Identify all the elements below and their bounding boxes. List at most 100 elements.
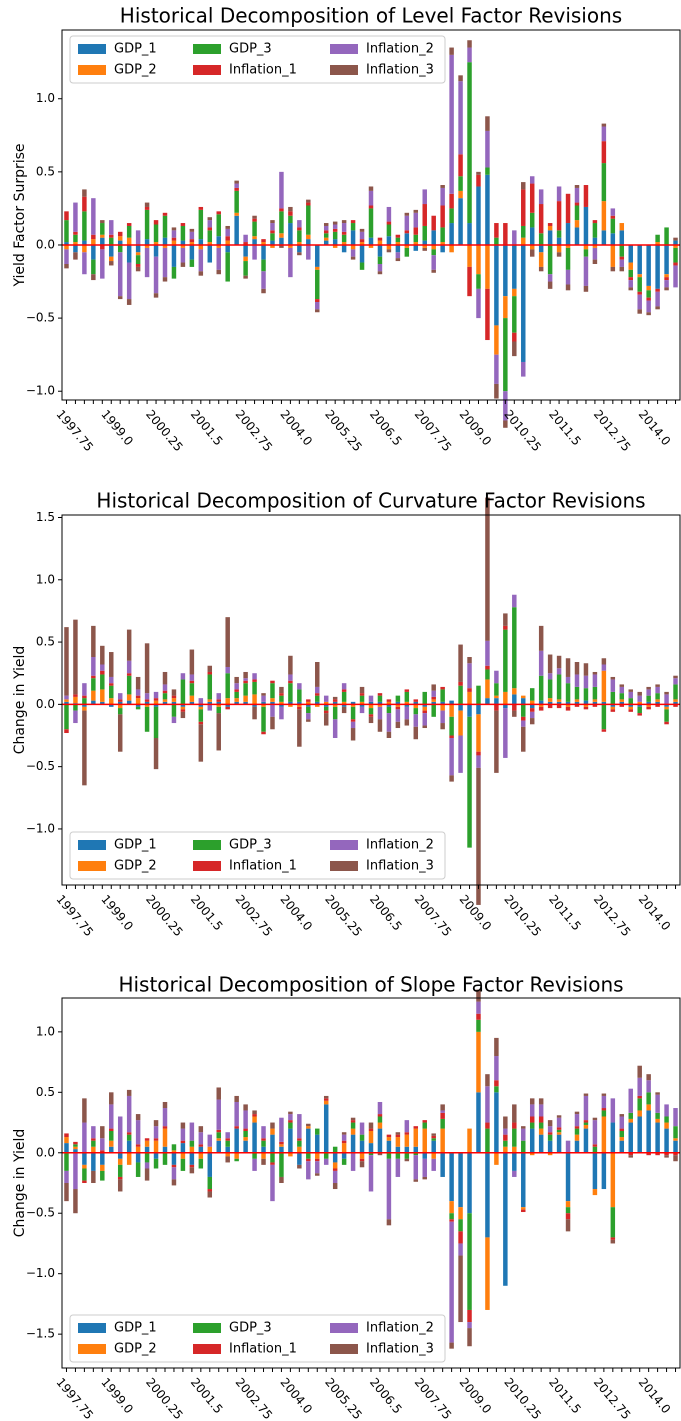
bar-segment [109,685,114,699]
bar-segment [207,1134,213,1147]
bar-segment [422,1158,427,1177]
bar-segment [225,228,230,237]
bar-segment [556,699,562,702]
bar-segment [252,706,257,720]
bar-segment [91,675,96,679]
x-tick-label: 2014.0 [636,1375,674,1416]
bar-segment [225,706,230,710]
bar-segment [440,723,445,730]
bar-segment [529,1122,535,1129]
bar-segment [297,709,302,747]
bar-segment [395,242,401,245]
bar-segment [565,1140,571,1153]
bar-segment [144,699,150,702]
bar-segment [297,1140,302,1147]
bar-segment [368,186,374,191]
bar-segment [368,695,374,702]
bar-segment [171,1152,177,1165]
legend-label: GDP_2 [114,859,157,874]
x-tick-label: 1997.75 [53,892,96,939]
bar-segment [467,244,472,267]
bar-segment [386,1219,392,1226]
bar-segment [529,700,535,705]
bar-segment [503,708,508,758]
bar-segment [494,695,499,699]
bar-segment [91,198,96,235]
bar-segment [243,261,248,276]
bar-segment [306,205,311,235]
x-tick-label: 2010.25 [501,892,544,939]
bar-segment [153,1140,159,1153]
bar-segment [261,1140,266,1147]
bar-segment [180,1128,186,1141]
bar-segment [64,1183,69,1202]
bar-segment [673,684,678,700]
bar-segment [297,242,302,245]
bar-segment [628,280,633,288]
bar-segment [117,252,123,297]
bar-segment [297,706,302,710]
bar-segment [144,239,150,245]
bar-segment [117,1164,123,1177]
legend-label: GDP_2 [114,1342,157,1357]
bar-segment [315,1134,320,1153]
bar-segment [243,680,248,684]
bar-segment [440,187,445,206]
bar-segment [100,234,105,238]
bar-segment [117,699,123,702]
bar-segment [386,221,392,225]
bar-segment [323,695,329,702]
bar-segment [619,256,625,260]
bar-segment [458,681,463,686]
bar-segment [646,285,651,291]
bar-segment [207,671,213,675]
bar-segment [198,709,204,722]
bar-segment [306,699,311,702]
bar-segment [503,1116,508,1129]
bar-segment [350,721,356,729]
bar-segment [91,1146,96,1153]
bar-segment [547,1134,553,1141]
bar-segment [395,258,401,262]
bar-segment [529,704,535,709]
bar-segment [216,699,221,702]
bar-segment [664,1122,669,1129]
bar-segment [225,252,230,282]
bar-segment [556,1132,562,1135]
bar-segment [610,704,616,707]
bar-segment [521,716,526,721]
bar-segment [431,696,436,700]
bar-segment [494,1037,499,1057]
bar-segment [619,701,625,705]
bar-segment [153,242,159,245]
bar-segment [547,225,553,231]
x-tick-label: 2011.5 [546,892,584,933]
bar-segment [288,1120,293,1123]
bar-segment [225,225,230,229]
bar-segment [413,704,419,709]
bar-segment [359,704,365,707]
bar-segment [117,296,123,300]
bar-segment [601,1152,607,1190]
bar-segment [180,1140,186,1144]
bar-segment [64,699,69,702]
bar-segment [315,244,320,267]
bar-segment [279,1144,284,1147]
bar-segment [565,284,571,291]
bar-segment [610,1237,616,1240]
bar-segment [574,227,580,245]
bar-segment [162,699,168,702]
bar-segment [610,1122,616,1153]
bar-segment [261,239,266,243]
bar-segment [359,242,365,245]
bar-segment [279,1152,284,1177]
bar-segment [144,1138,150,1141]
bar-segment [646,1152,651,1156]
bar-segment [565,1213,571,1220]
bar-segment [628,709,633,712]
bar-segment [386,224,392,237]
bar-segment [126,673,132,676]
bar-segment [279,1176,284,1183]
bar-segment [431,1135,436,1139]
bar-segment [315,299,320,303]
